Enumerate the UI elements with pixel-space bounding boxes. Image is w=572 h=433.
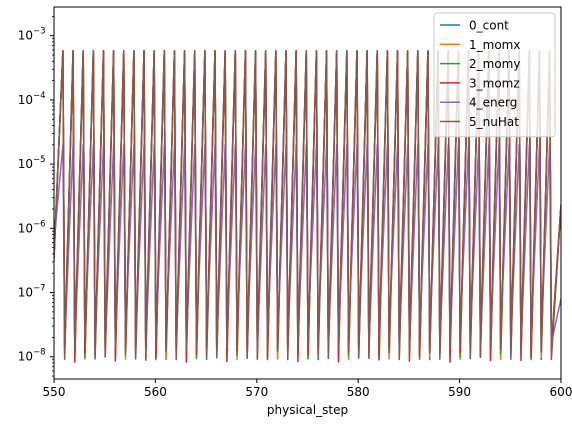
legend-entry: 0_cont: [469, 19, 509, 33]
legend-entry: 1_momx: [469, 38, 520, 52]
x-axis: 550 560 570 580 590 600: [43, 379, 572, 399]
x-tick-label: 570: [245, 385, 268, 399]
y-tick-label: 10: [18, 350, 33, 364]
series-layer: [54, 50, 561, 363]
series-line-5_nuHat: [54, 50, 561, 361]
legend: 0_cont 1_momx 2_momy 3_momz 4_energ 5_nuHat: [433, 12, 556, 138]
x-axis-label: physical_step: [267, 403, 348, 417]
y-tick-base: 10: [18, 29, 33, 43]
y-tick-base: 10: [18, 93, 33, 107]
y-tick-label: 10: [18, 93, 33, 107]
y-tick-exponent: −3: [33, 27, 46, 37]
y-tick-exponent: −7: [33, 284, 46, 294]
y-tick-base: 10: [18, 350, 33, 364]
x-tick-label: 580: [347, 385, 370, 399]
y-tick-exponent: −5: [33, 155, 46, 165]
y-tick-label: 10: [18, 29, 33, 43]
y-axis: 10−810−710−610−510−410−3: [18, 15, 54, 377]
plot-frame: [53, 6, 562, 380]
y-tick-base: 10: [18, 286, 33, 300]
x-tick-label: 590: [448, 385, 471, 399]
legend-entry: 4_energ: [469, 96, 517, 110]
x-tick-label: 560: [144, 385, 167, 399]
y-tick-exponent: −6: [33, 219, 46, 229]
x-tick-label: 550: [43, 385, 66, 399]
y-tick-base: 10: [18, 221, 33, 235]
legend-entry: 5_nuHat: [469, 115, 519, 129]
legend-entry: 2_momy: [469, 57, 520, 71]
y-tick-label: 10: [18, 286, 33, 300]
x-tick-label: 600: [550, 385, 572, 399]
y-tick-label: 10: [18, 157, 33, 171]
legend-box: [433, 12, 556, 138]
y-tick-exponent: −8: [33, 348, 46, 358]
y-tick-exponent: −4: [33, 91, 46, 101]
y-tick-base: 10: [18, 157, 33, 171]
legend-entry: 3_momz: [469, 76, 520, 90]
y-tick-label: 10: [18, 221, 33, 235]
